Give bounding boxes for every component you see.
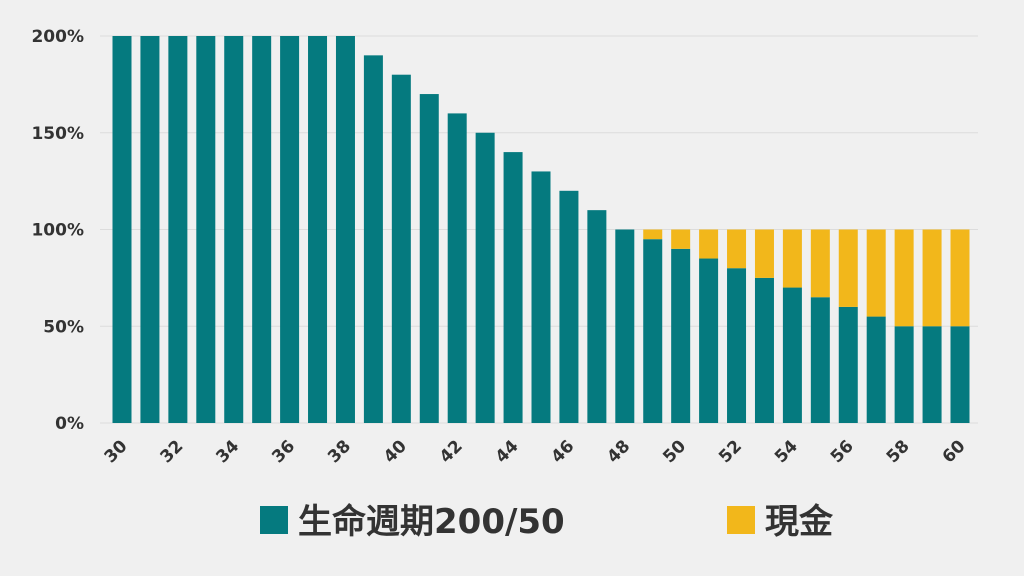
bar-lifecycle bbox=[559, 190, 579, 423]
bars bbox=[112, 36, 970, 424]
bar-cash bbox=[950, 229, 970, 327]
bar-lifecycle bbox=[112, 36, 132, 423]
bar-lifecycle bbox=[754, 277, 774, 423]
bar-cash bbox=[866, 229, 886, 317]
bar-lifecycle bbox=[363, 55, 383, 423]
x-tick-label: 40 bbox=[380, 436, 411, 467]
bar-cash bbox=[810, 229, 830, 298]
bar-lifecycle bbox=[587, 210, 607, 423]
x-tick-label: 44 bbox=[492, 436, 523, 467]
x-tick-label: 50 bbox=[659, 436, 690, 467]
x-tick-label: 30 bbox=[101, 436, 132, 467]
x-tick-label: 56 bbox=[827, 436, 858, 467]
legend: 生命週期200/50 現金 bbox=[260, 502, 834, 542]
x-axis-ticks: 30 32 34 36 38 40 42 44 46 48 50 52 54 56 58 60 bbox=[101, 436, 970, 467]
bar-cash bbox=[922, 229, 942, 327]
y-tick-label: 0% bbox=[55, 414, 84, 434]
x-tick-label: 36 bbox=[268, 436, 299, 467]
bar-lifecycle bbox=[503, 152, 523, 423]
y-tick-label: 150% bbox=[31, 124, 84, 144]
bar-lifecycle bbox=[922, 326, 942, 423]
x-tick-label: 48 bbox=[603, 436, 634, 467]
bar-lifecycle bbox=[391, 74, 411, 423]
bar-lifecycle bbox=[727, 268, 747, 423]
bar-lifecycle bbox=[140, 36, 160, 423]
bar-cash bbox=[838, 229, 858, 307]
bar-cash bbox=[699, 229, 719, 259]
bar-lifecycle bbox=[335, 36, 355, 423]
bar-cash bbox=[671, 229, 691, 249]
bar-lifecycle bbox=[196, 36, 216, 423]
bar-lifecycle bbox=[308, 36, 328, 423]
x-tick-label: 38 bbox=[324, 436, 355, 467]
bar-cash bbox=[643, 229, 663, 240]
bar-lifecycle bbox=[475, 132, 495, 423]
legend-label-lifecycle: 生命週期200/50 bbox=[298, 502, 565, 542]
bar-lifecycle bbox=[419, 94, 439, 424]
x-tick-label: 34 bbox=[212, 436, 243, 467]
y-tick-label: 100% bbox=[31, 221, 84, 241]
bar-lifecycle bbox=[838, 306, 858, 423]
bar-cash bbox=[754, 229, 774, 278]
bar-lifecycle bbox=[782, 287, 802, 423]
bar-lifecycle bbox=[615, 229, 635, 423]
bar-lifecycle bbox=[252, 36, 272, 423]
x-tick-label: 46 bbox=[548, 436, 579, 467]
bar-lifecycle bbox=[671, 248, 691, 423]
bar-lifecycle bbox=[866, 316, 886, 423]
bar-lifecycle bbox=[280, 36, 300, 423]
bar-lifecycle bbox=[531, 171, 551, 423]
legend-swatch-lifecycle bbox=[260, 506, 288, 534]
bar-lifecycle bbox=[950, 326, 970, 423]
bar-cash bbox=[894, 229, 914, 327]
x-tick-label: 52 bbox=[715, 436, 746, 467]
bar-cash bbox=[782, 229, 802, 288]
y-tick-label: 50% bbox=[43, 317, 84, 337]
bar-lifecycle bbox=[447, 113, 467, 424]
x-tick-label: 32 bbox=[157, 436, 188, 467]
bar-lifecycle bbox=[224, 36, 244, 423]
x-tick-label: 54 bbox=[771, 436, 802, 467]
x-tick-label: 42 bbox=[436, 436, 467, 467]
bar-lifecycle bbox=[810, 297, 830, 423]
x-tick-label: 58 bbox=[883, 436, 914, 467]
legend-label-cash: 現金 bbox=[765, 502, 834, 542]
bar-lifecycle bbox=[894, 326, 914, 423]
bar-lifecycle bbox=[699, 258, 719, 423]
legend-swatch-cash bbox=[727, 506, 755, 534]
bar-lifecycle bbox=[168, 36, 188, 423]
y-axis-ticks: 0% 50% 100% 150% 200% bbox=[31, 27, 84, 434]
bar-lifecycle bbox=[643, 239, 663, 423]
x-tick-label: 60 bbox=[939, 436, 970, 467]
y-tick-label: 200% bbox=[31, 27, 84, 47]
bar-cash bbox=[727, 229, 747, 269]
